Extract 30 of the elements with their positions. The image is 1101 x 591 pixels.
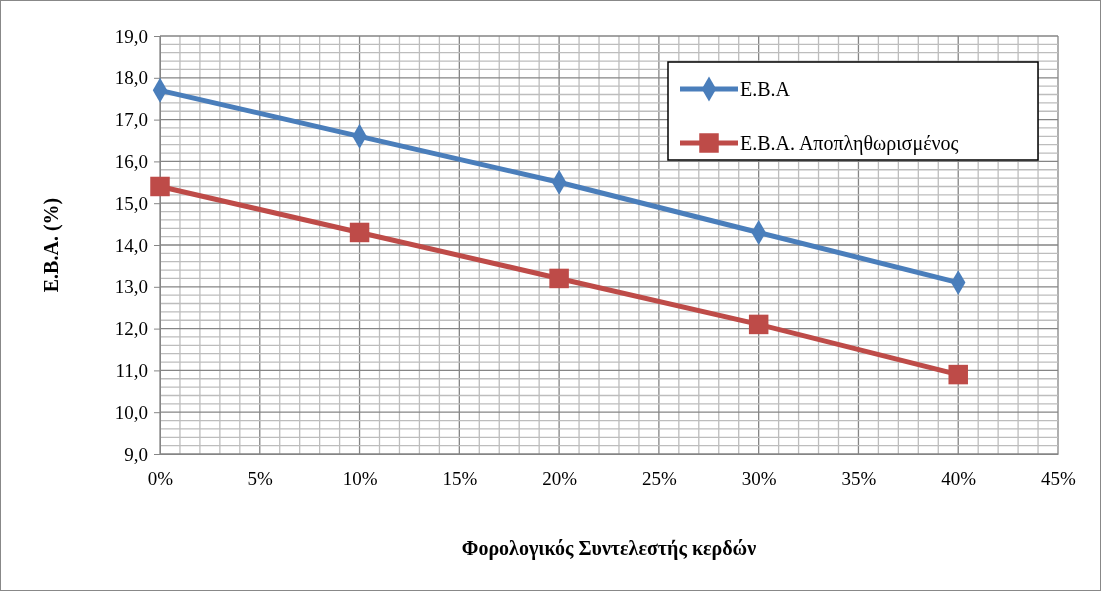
y-tick-label: 13,0 [114, 276, 148, 298]
legend-label: Ε.Β.Α. Αποπληθωρισμένος [740, 132, 959, 155]
x-tick-label: 45% [1041, 468, 1077, 490]
point [948, 364, 968, 385]
legend-label: Ε.Β.Α [740, 78, 791, 100]
y-tick-label: 11,0 [115, 359, 148, 381]
point [349, 222, 370, 243]
y-tick-label: 10,0 [114, 401, 148, 423]
y-tick-label: 14,0 [114, 234, 148, 256]
x-tick-label: 20% [542, 468, 578, 490]
x-tick-label: 35% [841, 468, 877, 490]
y-tick-label: 17,0 [114, 109, 148, 131]
y-tick-label: 18,0 [114, 67, 148, 89]
x-tick-label: 40% [941, 468, 977, 490]
y-tick-label: 9,0 [124, 443, 148, 465]
x-tick-label: 10% [342, 468, 378, 490]
x-tick-label: 0% [147, 468, 174, 490]
point [748, 314, 769, 335]
x-tick-label: 25% [641, 468, 677, 490]
point [150, 176, 170, 197]
x-tick-label: 15% [442, 468, 478, 490]
y-tick-label: 12,0 [114, 318, 148, 340]
y-tick-label: 19,0 [114, 25, 148, 47]
x-axis-title: Φορολογικός Συντελεστής κερδών [461, 537, 757, 560]
x-tick-label: 5% [247, 468, 274, 490]
x-tick-label: 30% [741, 468, 777, 490]
y-tick-label: 16,0 [114, 150, 148, 172]
y-tick-label: 15,0 [114, 192, 148, 214]
point [549, 268, 569, 289]
y-axis-title: Ε.Β.Α. (%) [40, 197, 63, 293]
